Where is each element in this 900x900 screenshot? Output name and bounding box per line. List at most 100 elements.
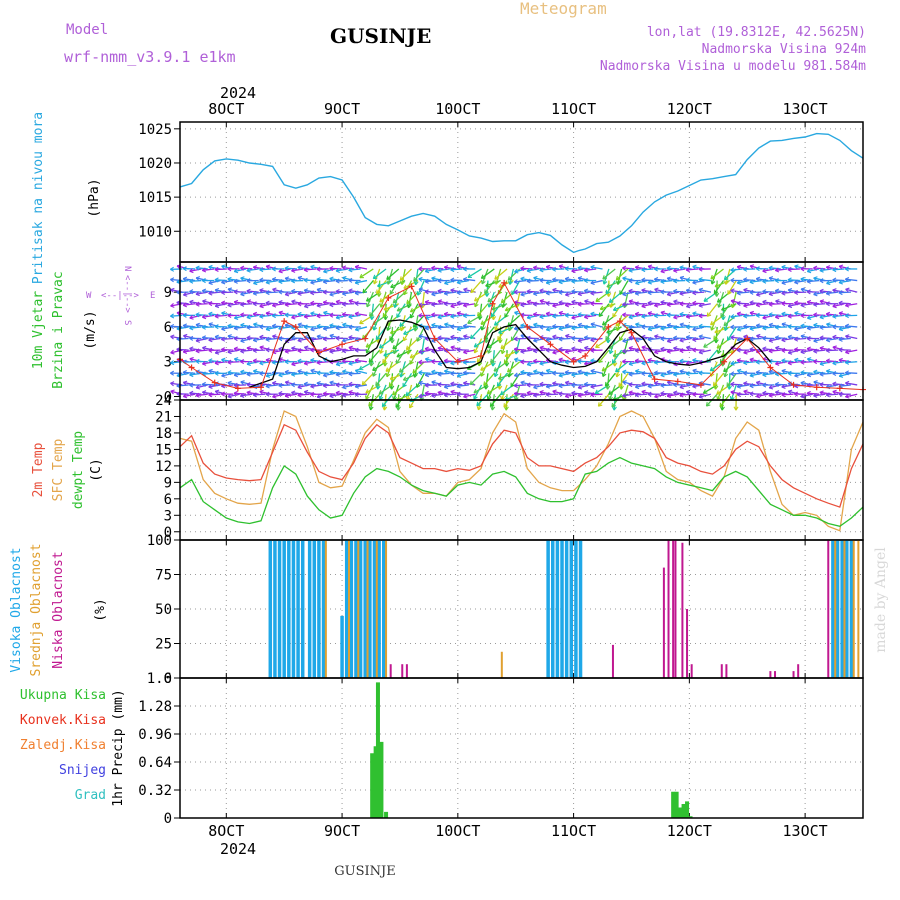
wind-barb [310, 291, 323, 294]
wind-barb-head [698, 349, 703, 355]
wind-barb-head [323, 268, 328, 274]
cloud-low-bar [797, 664, 800, 678]
wind-barb-head [539, 314, 544, 320]
wind-barb-head [342, 337, 347, 343]
wind-barb-head [240, 369, 245, 375]
wind-barb [552, 314, 565, 317]
wind-barb [577, 313, 590, 316]
wind-barb [335, 314, 348, 319]
wind-barb-head [409, 360, 414, 365]
wind-barb-head [189, 278, 194, 284]
wind-barb-head [424, 390, 429, 396]
wind-barb [456, 326, 469, 331]
wind-barb-head [462, 370, 468, 376]
wind-barb [794, 348, 807, 351]
y-tick-label: 15 [155, 442, 172, 458]
wind-barb [679, 349, 692, 352]
wind-barb-head [354, 383, 360, 389]
wind-barb-head [590, 290, 595, 296]
wind-barb [450, 314, 463, 318]
wind-barb-head [552, 349, 557, 355]
wind-barb-head [246, 382, 251, 388]
wind-barb [456, 291, 469, 294]
wind-barb-head [558, 279, 563, 285]
wind-barb [291, 372, 304, 376]
wind-barb-head [450, 345, 455, 351]
wind-barb-head [240, 265, 245, 271]
wind-barb [253, 393, 266, 396]
wind-barb [737, 279, 750, 284]
wind-barb-head [654, 334, 659, 340]
wind-barb [845, 325, 858, 328]
wind-barb-head [698, 266, 703, 272]
wind-barb-head [372, 326, 378, 331]
wind-barb-head [202, 299, 207, 305]
wind-barb-head [170, 302, 175, 308]
cloud-low-bar [792, 671, 795, 678]
wind-barb [514, 301, 527, 305]
wind-barb [189, 290, 202, 293]
wind-barb-head [233, 346, 238, 352]
wind-barb [437, 290, 450, 293]
wind-barb-head [220, 347, 226, 353]
wind-barb-head [736, 311, 742, 317]
wind-barb-head [323, 310, 328, 316]
wind-barb [673, 372, 686, 376]
wind-barb-head [552, 323, 557, 330]
wind-barb-head [437, 288, 442, 294]
wind-barb-head [463, 334, 468, 340]
wind-barb [297, 384, 310, 389]
wind-barb [749, 358, 762, 363]
wind-barb-head [583, 314, 589, 320]
wind-barb [291, 391, 304, 395]
wind-barb-head [709, 366, 715, 372]
wind-barb-head [335, 346, 340, 352]
wind-barb [183, 349, 196, 353]
wind-barb [246, 347, 259, 351]
wind-barb [641, 314, 654, 318]
wind-barb [819, 290, 832, 293]
wind-barb-head [431, 301, 436, 307]
wind-barb-head [595, 343, 600, 349]
wind-barb-head [342, 291, 347, 297]
wind-barb-head [768, 291, 773, 297]
wind-barb-head [577, 384, 583, 390]
wind-barb-head [679, 392, 684, 398]
wind-barb-head [494, 326, 499, 331]
wind-barb [498, 326, 514, 334]
wind-barb-head [310, 347, 315, 353]
wind-barb [473, 338, 483, 354]
wind-barb [227, 278, 240, 282]
wind-barb-head [533, 337, 538, 343]
wind-barb [571, 314, 584, 319]
wind-barb-head [201, 381, 206, 387]
precip-legend-total: Ukupna Kisa [20, 688, 106, 703]
wind-barb-head [730, 360, 735, 366]
wind-barb [304, 314, 317, 318]
wind-barb [635, 279, 648, 285]
wind-barb-head [354, 347, 359, 353]
wind-barb-head [252, 337, 258, 343]
wind-barb-head [265, 279, 270, 285]
wind-barb [291, 290, 304, 293]
wind-barb-head [402, 376, 408, 382]
wind-barb-head [533, 291, 538, 297]
wind-barb-head [641, 389, 646, 395]
wind-barb-head [424, 268, 430, 274]
wind-barb-head [552, 381, 557, 387]
wind-barb-head [342, 384, 347, 390]
cloud-high-bar [377, 540, 381, 678]
wind-barb-head [272, 380, 277, 386]
wind-barb [297, 393, 310, 396]
wind-barb-head [227, 370, 232, 376]
wind-gust-marker [431, 335, 438, 342]
wind-barb [323, 279, 336, 283]
wind-barb [800, 381, 813, 386]
wind-barb [539, 314, 552, 318]
wind-barb-head [619, 290, 624, 295]
wind-barb [348, 391, 361, 395]
wind-barb [692, 359, 705, 363]
wind-barb-head [768, 384, 774, 390]
wind-barb [520, 371, 533, 374]
